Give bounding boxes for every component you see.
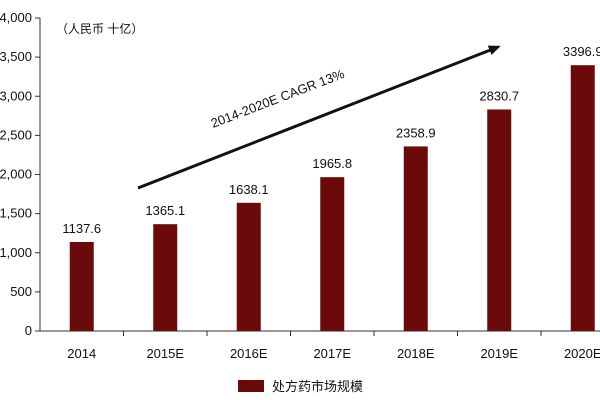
bar-2015E <box>153 224 178 331</box>
data-label-2016E: 1638.1 <box>229 182 269 197</box>
x-tick-label: 2018E <box>397 346 435 361</box>
data-label-2014: 1137.6 <box>62 221 101 236</box>
y-tick-label: 4,000 <box>0 10 32 25</box>
data-label-2019E: 2830.7 <box>479 88 519 103</box>
legend: 处方药市场规模 <box>238 379 363 394</box>
bar-2019E <box>487 109 512 331</box>
bar-2017E <box>320 177 345 331</box>
y-tick-label: 1,000 <box>0 245 32 260</box>
y-axis: 0 500 1,000 1,500 2,000 2,500 3,000 3,500 4,000 <box>0 10 41 338</box>
data-label-2020E: 3396.9 <box>563 44 600 59</box>
x-tick-label: 2014 <box>67 346 96 361</box>
data-label-2017E: 1965.8 <box>312 156 352 171</box>
bar-2018E <box>403 146 428 331</box>
data-label-2018E: 2358.9 <box>396 125 436 140</box>
cagr-annotation: 2014-2020E CAGR 13% <box>209 66 347 131</box>
bar-2014 <box>69 241 94 331</box>
cagr-arrow <box>137 45 501 190</box>
bars <box>69 65 595 332</box>
y-tick-label: 1,500 <box>0 206 32 221</box>
data-label-2015E: 1365.1 <box>145 203 185 218</box>
y-tick-label: 3,500 <box>0 49 32 64</box>
x-tick-label: 2016E <box>230 346 268 361</box>
x-tick-label: 2019E <box>480 346 518 361</box>
unit-label: （人民币 十亿） <box>56 21 143 36</box>
y-tick-label: 0 <box>25 323 32 338</box>
bar-2020E <box>570 65 595 332</box>
x-tick-label: 2017E <box>313 346 351 361</box>
legend-swatch <box>238 380 264 392</box>
y-tick-label: 500 <box>10 284 32 299</box>
bar-2016E <box>236 202 261 331</box>
x-axis: 2014 2015E 2016E 2017E 2018E 2019E 2020E <box>40 330 600 361</box>
y-tick-label: 2,000 <box>0 167 32 182</box>
x-tick-label: 2015E <box>146 346 184 361</box>
y-tick-label: 3,000 <box>0 88 32 103</box>
x-tick-label: 2020E <box>564 346 600 361</box>
legend-label: 处方药市场规模 <box>272 379 363 394</box>
y-tick-label: 2,500 <box>0 127 32 142</box>
data-labels: 1137.6 1365.1 1638.1 1965.8 2358.9 2830.7 3396… <box>62 44 600 236</box>
